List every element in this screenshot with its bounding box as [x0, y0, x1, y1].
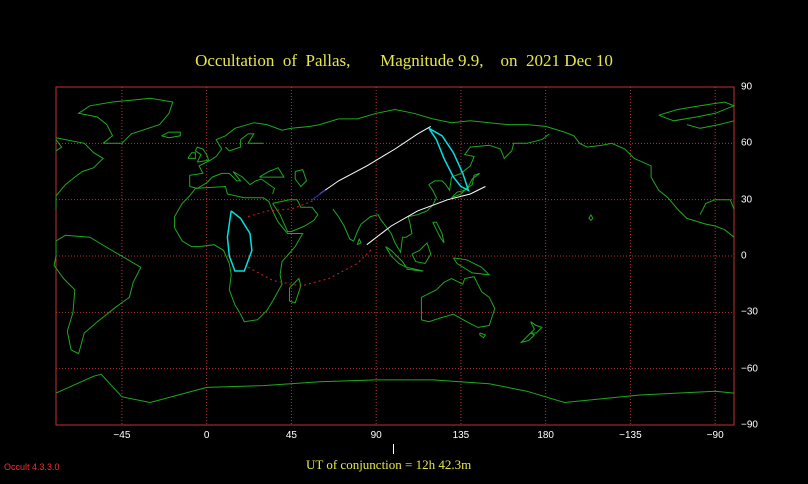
coastline — [406, 266, 424, 272]
path-twilight-segment — [311, 189, 326, 201]
coastline — [55, 139, 63, 152]
longitude-tick-label: −90 — [706, 430, 724, 441]
coastline — [259, 167, 285, 178]
star-altitude-limit-west — [226, 210, 253, 272]
coastline — [55, 373, 735, 404]
latitude-tick-label: −60 — [741, 363, 758, 375]
latitude-tick-label: 60 — [741, 137, 753, 149]
coastline — [451, 172, 481, 199]
coastline — [225, 133, 264, 152]
star-altitude-limit-east — [428, 127, 470, 192]
coastline — [53, 234, 142, 355]
chart-title: Occultation of Pallas, Magnitude 9.9, on… — [195, 51, 613, 70]
longitude-tick-label: 180 — [537, 430, 554, 441]
coastline — [658, 101, 736, 122]
coastline — [385, 246, 408, 269]
conjunction-marker — [393, 444, 394, 454]
coastline — [332, 208, 381, 242]
longitude-tick-label: −135 — [619, 430, 642, 441]
latitude-tick-label: −30 — [741, 306, 758, 318]
coastline — [411, 241, 432, 265]
coastline — [479, 332, 487, 339]
coastline — [289, 277, 302, 304]
latitude-tick-label: 30 — [741, 194, 753, 206]
coastline — [564, 131, 735, 238]
coastline — [294, 169, 308, 188]
coastline — [187, 152, 196, 159]
software-version: Occult 4.3.3.0 — [4, 462, 60, 472]
coastline — [55, 137, 104, 210]
coastline — [194, 146, 210, 163]
coastline — [161, 131, 181, 139]
coastline — [699, 199, 735, 215]
path-south-limit — [366, 186, 486, 246]
longitude-tick-label: −45 — [113, 430, 131, 441]
longitude-tick-label: 90 — [370, 430, 382, 441]
longitude-tick-label: 45 — [285, 430, 297, 441]
limit-dotted-south — [247, 248, 373, 287]
longitude-tick-label: 0 — [203, 430, 210, 441]
coastline — [174, 185, 304, 323]
coastline — [420, 276, 496, 328]
coastline — [529, 321, 543, 334]
latitude-tick-label: 0 — [741, 250, 747, 262]
longitude-tick-label: 135 — [452, 430, 470, 441]
latitude-tick-label: 90 — [741, 81, 753, 93]
coastline — [77, 97, 174, 144]
coastline — [356, 237, 362, 246]
coastline — [272, 199, 319, 233]
coastline — [432, 221, 445, 244]
latitude-tick-label: −90 — [741, 419, 758, 431]
limit-dotted-north — [247, 199, 317, 218]
coastline — [588, 214, 594, 222]
coastline — [379, 133, 550, 254]
coastline — [686, 120, 735, 129]
coastline — [452, 257, 491, 276]
ut-of-conjunction: UT of conjunction = 12h 42.3m — [306, 457, 472, 472]
path-north-limit — [319, 125, 432, 195]
coastline — [189, 171, 276, 195]
coastline — [519, 332, 536, 344]
coastline — [189, 108, 565, 187]
